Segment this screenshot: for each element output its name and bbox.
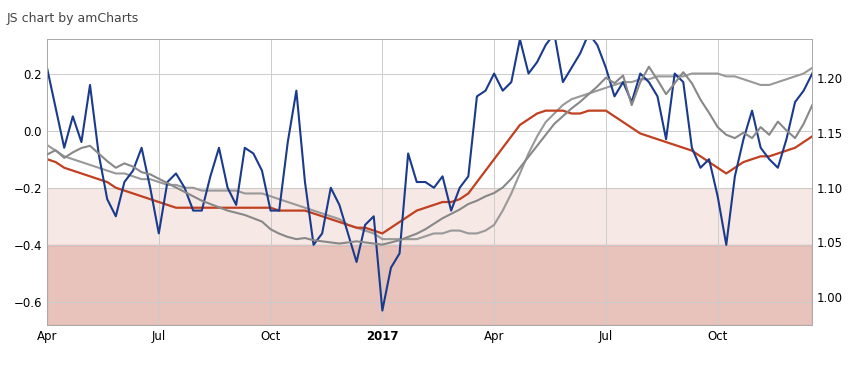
Bar [47,188,812,245]
Bar [47,245,812,325]
Text: JS chart by amCharts: JS chart by amCharts [7,11,139,25]
